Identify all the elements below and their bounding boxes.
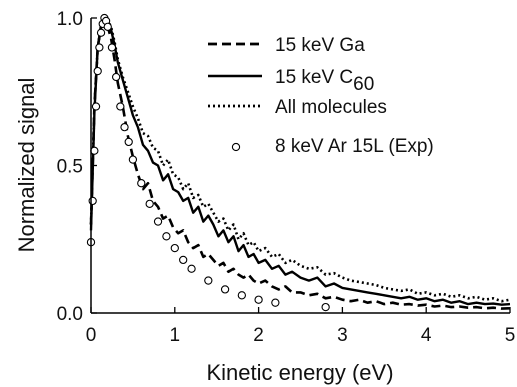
series-4-point — [321, 302, 330, 312]
series-4-point — [162, 232, 171, 241]
x-tick-label: 5 — [505, 325, 516, 346]
series-4-point — [116, 102, 125, 111]
legend-label: 15 keV C60 — [275, 67, 374, 95]
series-4-point — [96, 28, 106, 37]
series-4-point — [93, 66, 102, 76]
series-4-point — [95, 43, 104, 52]
legend-label: All molecules — [275, 97, 387, 118]
tick-labels: 0 1 2 3 4 5 0.0 0.5 1.0 — [57, 9, 516, 346]
series-4-point — [170, 243, 179, 253]
series-3-line — [89, 16, 511, 303]
legend-marker — [231, 142, 241, 152]
series-4-point — [204, 276, 213, 285]
series-4-point — [271, 298, 280, 307]
series-4-point — [153, 217, 163, 226]
series-4-point — [220, 285, 230, 294]
x-tick-label: 1 — [170, 325, 181, 346]
x-tick-label: 4 — [421, 325, 432, 346]
axes — [90, 17, 511, 314]
x-tick-label: 3 — [337, 325, 348, 346]
plot-series — [86, 13, 511, 312]
series-4-point — [88, 196, 97, 206]
series-4-point — [103, 22, 112, 31]
y-tick-label: 0.5 — [57, 157, 83, 178]
series-4-point — [107, 43, 117, 52]
series-4-point — [111, 72, 121, 82]
y-tick-label: 1.0 — [57, 9, 83, 30]
series-4-point — [137, 179, 146, 188]
series-4-point — [179, 255, 188, 265]
x-axis-title: Kinetic energy (eV) — [206, 360, 393, 385]
legend-label: 15 keV Ga — [275, 35, 365, 56]
series-4-point — [120, 123, 129, 132]
series-4-point — [145, 199, 154, 208]
x-tick-label: 0 — [86, 325, 97, 346]
series-4-point — [187, 264, 196, 273]
series-4-point — [124, 137, 133, 147]
series-4-point — [237, 291, 246, 300]
x-tick-label: 2 — [253, 325, 264, 346]
series-2-line — [89, 16, 511, 306]
series-4-point — [91, 102, 101, 111]
y-tick-label: 0.0 — [57, 304, 83, 325]
series-1-line — [89, 19, 511, 310]
series-4-point — [254, 295, 263, 304]
series-4-point — [90, 146, 99, 155]
y-axis-title: Normalized signal — [14, 78, 39, 253]
series-4-point — [128, 155, 138, 164]
legend-label: 8 keV Ar 15L (Exp) — [275, 136, 434, 157]
